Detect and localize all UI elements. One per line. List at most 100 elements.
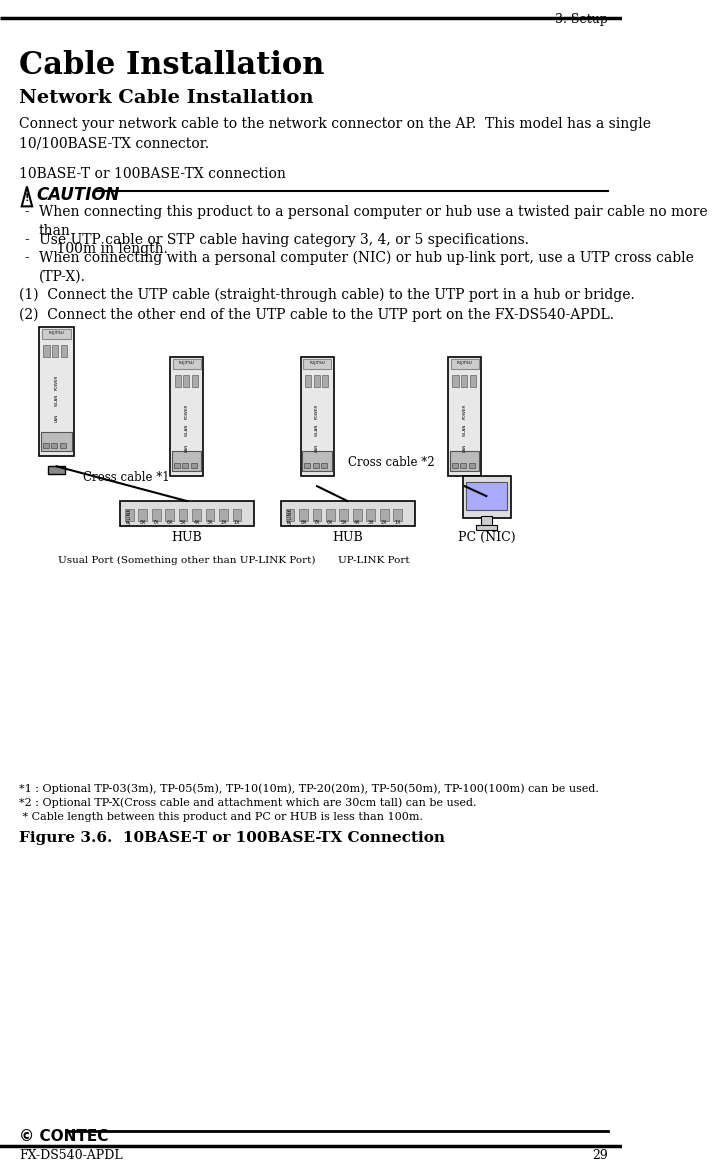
Text: Figure 3.6.  10BASE-T or 100BASE-TX Connection: Figure 3.6. 10BASE-T or 100BASE-TX Conne… (19, 832, 445, 846)
Text: -: - (24, 233, 29, 248)
Bar (313, 463, 319, 469)
Bar (286, 509, 294, 521)
Text: FUJITSU: FUJITSU (309, 362, 325, 365)
Bar (175, 374, 180, 387)
Bar (48, 466, 65, 475)
Bar (452, 463, 458, 469)
Bar (233, 509, 241, 521)
Text: 10BASE-T or 100BASE-TX connection: 10BASE-T or 100BASE-TX connection (19, 166, 286, 180)
Text: 1X: 1X (233, 520, 241, 525)
Text: POWER: POWER (463, 404, 467, 420)
Text: UPLINK: UPLINK (127, 507, 132, 525)
Bar (299, 509, 308, 521)
Bar (205, 509, 214, 521)
Text: FUJITSU: FUJITSU (179, 362, 195, 365)
Text: CAUTION: CAUTION (37, 186, 120, 204)
Text: 5X: 5X (341, 520, 347, 525)
Text: FUJITSU: FUJITSU (457, 362, 473, 365)
Bar (41, 431, 72, 451)
Text: WLAN: WLAN (185, 423, 189, 436)
Bar (174, 463, 180, 469)
Bar (125, 509, 134, 521)
Bar (61, 345, 67, 357)
Bar (393, 509, 402, 521)
Text: POWER: POWER (54, 374, 59, 390)
Bar (192, 509, 201, 521)
Bar (339, 509, 348, 521)
Text: 7X: 7X (314, 520, 320, 525)
Text: 6X: 6X (166, 520, 173, 525)
Bar (302, 451, 332, 471)
Bar (463, 476, 511, 518)
Bar (173, 359, 200, 369)
Text: (1)  Connect the UTP cable (straight-through cable) to the UTP port in a hub or : (1) Connect the UTP cable (straight-thro… (19, 287, 635, 302)
Text: HUB: HUB (171, 530, 202, 544)
Text: 8X: 8X (300, 520, 306, 525)
Bar (322, 374, 329, 387)
Text: 3X: 3X (367, 520, 374, 525)
Text: 1X: 1X (395, 520, 401, 525)
Bar (281, 501, 415, 526)
Text: 5X: 5X (180, 520, 186, 525)
Bar (152, 509, 160, 521)
Bar (183, 463, 188, 469)
Text: Cross cable *2: Cross cable *2 (347, 456, 434, 470)
Bar (380, 509, 389, 521)
Text: LAN: LAN (315, 443, 319, 451)
Text: Cross cable *1: Cross cable *1 (82, 471, 169, 484)
Text: LAN: LAN (463, 443, 467, 451)
Bar (52, 443, 57, 449)
Text: 4X: 4X (193, 520, 200, 525)
Text: Usual Port (Something other than UP-LINK Port): Usual Port (Something other than UP-LINK… (58, 556, 316, 565)
Text: 2X: 2X (381, 520, 387, 525)
Bar (450, 451, 480, 471)
Bar (460, 463, 466, 469)
Bar (172, 451, 201, 471)
Bar (183, 374, 189, 387)
Bar (448, 357, 481, 476)
Text: LAN: LAN (185, 443, 189, 451)
Bar (326, 509, 334, 521)
Text: When connecting with a personal computer (NIC) or hub up-link port, use a UTP cr: When connecting with a personal computer… (39, 251, 694, 284)
Text: POWER: POWER (315, 404, 319, 420)
Text: WLAN: WLAN (54, 393, 59, 406)
Bar (52, 345, 58, 357)
Bar (42, 443, 49, 449)
Bar (470, 374, 476, 387)
Text: 6X: 6X (327, 520, 334, 525)
Text: 3. Setup: 3. Setup (555, 13, 608, 26)
Text: -: - (24, 206, 29, 220)
Text: WLAN: WLAN (463, 423, 467, 436)
Text: * Cable length between this product and PC or HUB is less than 100m.: * Cable length between this product and … (19, 812, 423, 821)
Bar (60, 443, 66, 449)
Bar (453, 374, 458, 387)
Bar (476, 525, 497, 530)
Text: *1 : Optional TP-03(3m), TP-05(5m), TP-10(10m), TP-20(20m), TP-50(50m), TP-100(1: *1 : Optional TP-03(3m), TP-05(5m), TP-1… (19, 784, 599, 794)
Bar (321, 463, 327, 469)
Bar (165, 509, 174, 521)
Text: FUJITSU: FUJITSU (49, 331, 64, 335)
Text: FX-DS540-APDL: FX-DS540-APDL (19, 1149, 122, 1162)
Bar (303, 359, 331, 369)
Bar (481, 516, 492, 526)
Bar (466, 483, 507, 509)
Text: POWER: POWER (185, 404, 189, 420)
Text: 4X: 4X (354, 520, 361, 525)
Text: -: - (24, 251, 29, 265)
Bar (305, 374, 311, 387)
Bar (314, 374, 319, 387)
Text: WLAN: WLAN (315, 423, 319, 436)
Bar (44, 345, 49, 357)
Text: (2)  Connect the other end of the UTP cable to the UTP port on the FX-DS540-APDL: (2) Connect the other end of the UTP cab… (19, 307, 614, 322)
Text: HUB: HUB (332, 530, 363, 544)
Text: Use UTP cable or STP cable having category 3, 4, or 5 specifications.: Use UTP cable or STP cable having catego… (39, 233, 529, 248)
Text: PC (NIC): PC (NIC) (458, 530, 516, 544)
Bar (179, 509, 188, 521)
Bar (312, 509, 321, 521)
Text: LAN: LAN (54, 414, 59, 422)
Bar (451, 359, 478, 369)
Text: 8X: 8X (140, 520, 146, 525)
Text: 29: 29 (592, 1149, 608, 1162)
Bar (138, 509, 147, 521)
Text: 3X: 3X (207, 520, 213, 525)
